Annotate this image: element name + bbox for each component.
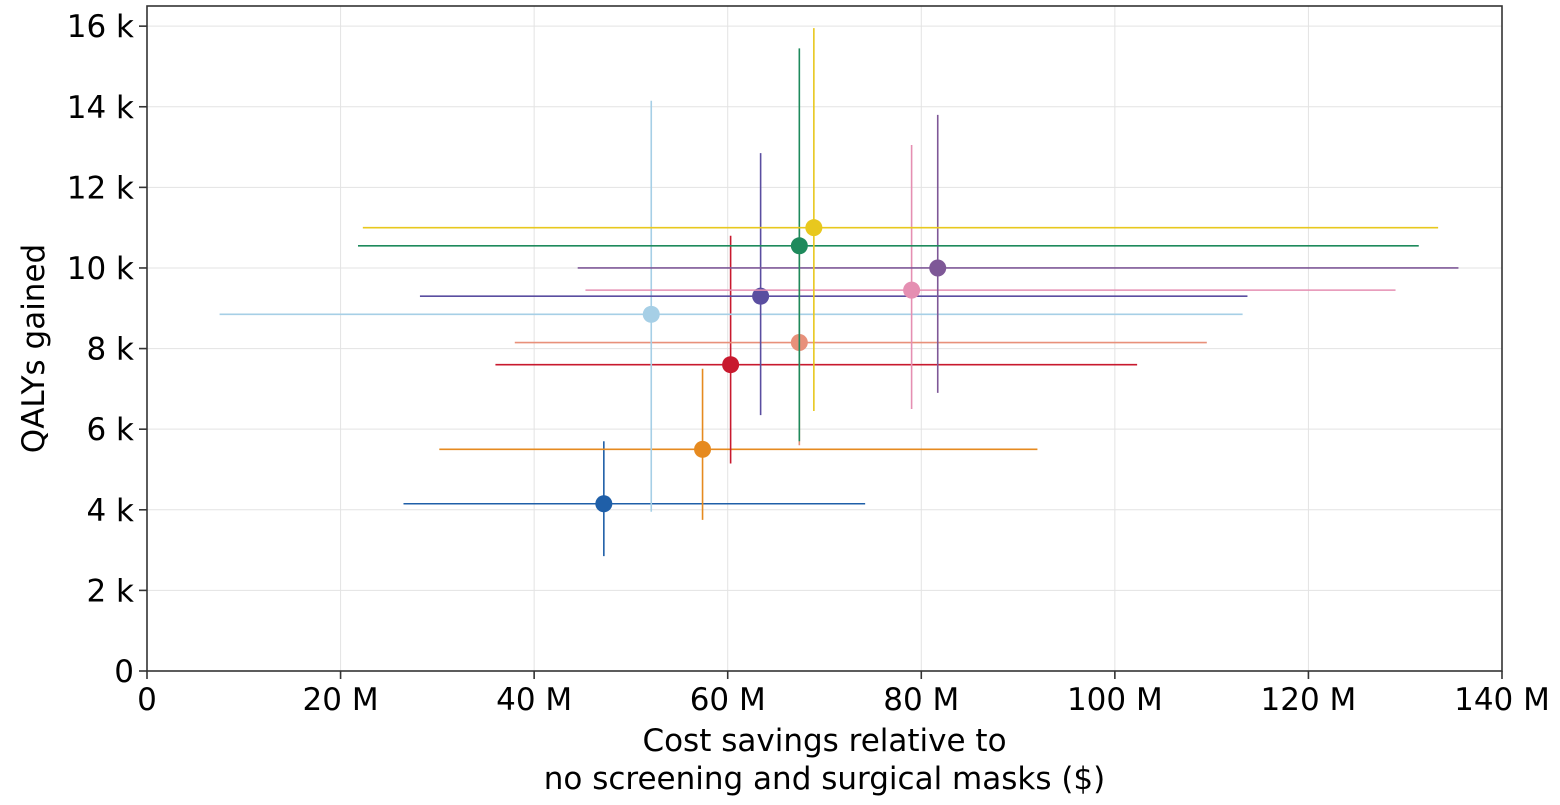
y-tick-label: 4 k [86, 493, 134, 529]
data-point-group [357, 48, 1419, 442]
data-point-marker [642, 305, 660, 323]
y-tick-label: 14 k [67, 90, 134, 126]
y-tick-label: 12 k [67, 170, 134, 206]
x-tick-label: 100 M [1067, 682, 1163, 718]
data-point-marker [929, 259, 947, 277]
y-tick-label: 0 [114, 654, 134, 690]
x-tick-label: 80 M [883, 682, 959, 718]
data-point-group [577, 114, 1459, 393]
data-point-group [403, 441, 866, 557]
data-point-group [495, 235, 1138, 464]
y-axis: 0 2 k 4 k 6 k 8 k 10 k 12 k 14 k 16 k [67, 9, 147, 690]
data-point-group [585, 145, 1396, 410]
data-point-marker [722, 356, 740, 374]
y-tick-label: 6 k [86, 412, 134, 448]
x-tick-label: 60 M [690, 682, 766, 718]
y-tick-label: 8 k [86, 332, 134, 368]
data-point-marker [805, 219, 823, 237]
data-point-marker [752, 287, 770, 305]
data-point-marker [595, 495, 613, 513]
data-point-marker [903, 281, 921, 299]
data-point-group [439, 368, 1038, 520]
y-tick-label: 10 k [67, 251, 134, 287]
data-point-group [419, 153, 1248, 416]
plot-frame [146, 5, 1503, 672]
x-axis: 0 20 M 40 M 60 M 80 M 100 M 120 M 140 M [137, 671, 1550, 718]
x-axis-label-line-1: Cost savings relative to [642, 723, 1006, 759]
data-point-marker [790, 237, 808, 255]
x-tick-label: 120 M [1261, 682, 1357, 718]
x-tick-label: 40 M [496, 682, 572, 718]
data-series [219, 28, 1459, 557]
y-tick-label: 2 k [86, 573, 134, 609]
x-axis-label-line-2: no screening and surgical masks ($) [544, 761, 1106, 797]
x-tick-label: 140 M [1454, 682, 1550, 718]
data-point-marker [694, 440, 712, 458]
x-tick-label: 20 M [303, 682, 379, 718]
data-point-group [362, 28, 1439, 412]
data-point-group [219, 100, 1243, 512]
y-axis-label: QALYs gained [16, 244, 52, 453]
y-tick-label: 16 k [67, 9, 134, 45]
data-point-group [514, 227, 1207, 446]
grid [146, 6, 1503, 672]
x-tick-label: 0 [137, 682, 157, 718]
